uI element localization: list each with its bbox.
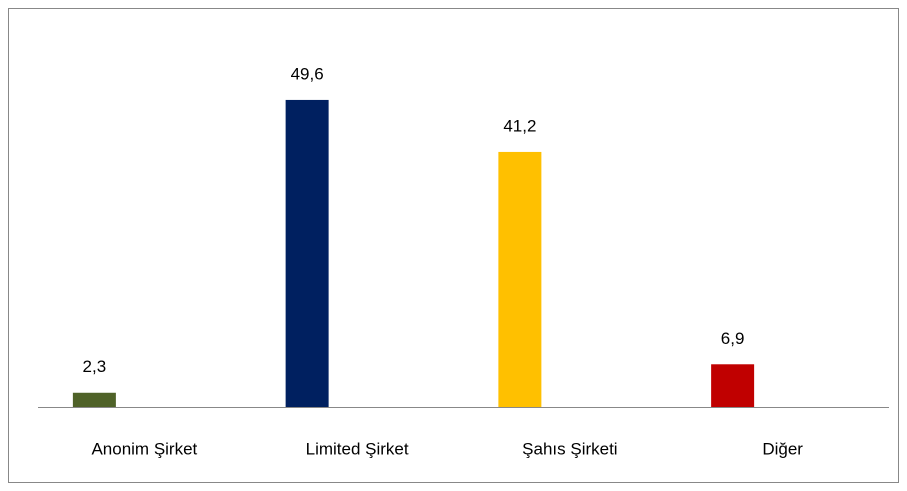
x-tick-label: Anonim Şirket — [91, 439, 197, 458]
data-label: 41,2 — [503, 116, 536, 135]
bar — [711, 364, 755, 407]
bar — [498, 151, 542, 407]
data-label: 6,9 — [721, 329, 745, 348]
bar — [72, 392, 116, 407]
x-tick-label: Diğer — [762, 439, 803, 458]
data-label: 49,6 — [291, 64, 324, 83]
bar — [285, 99, 329, 407]
chart-border — [8, 8, 899, 483]
data-label: 2,3 — [83, 357, 107, 376]
x-tick-label: Şahıs Şirketi — [522, 439, 617, 458]
x-tick-label: Limited Şirket — [306, 439, 409, 458]
